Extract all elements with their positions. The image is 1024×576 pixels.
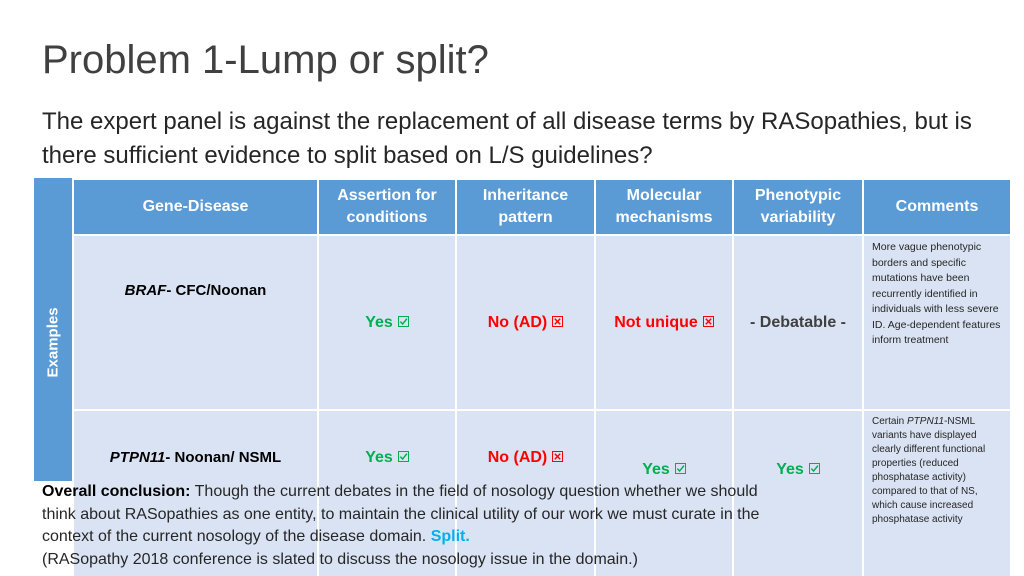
conclusion-tail: (RASopathy 2018 conference is slated to …	[42, 551, 638, 568]
molecular-value: Not unique	[614, 314, 698, 331]
comment-text: More vague phenotypic borders and specif…	[872, 241, 1000, 346]
inheritance-value: No (AD)	[488, 449, 548, 466]
disease-name: - Noonan/ NSML	[165, 449, 281, 466]
cell-gene-disease: BRAF- CFC/Noonan	[73, 235, 318, 410]
table-row: BRAF- CFC/Noonan Yes No (AD) Not unique …	[73, 235, 1011, 410]
cell-phenotypic: - Debatable -	[733, 235, 863, 410]
phenotypic-value: - Debatable -	[750, 314, 846, 331]
subtitle: The expert panel is against the replacem…	[42, 105, 1002, 173]
checked-box-icon	[398, 316, 409, 327]
header-assertion: Assertion for conditions	[318, 179, 456, 235]
checked-box-icon	[398, 451, 409, 462]
x-box-icon	[552, 316, 563, 327]
checked-box-icon	[809, 463, 820, 474]
checked-box-icon	[675, 463, 686, 474]
page-title: Problem 1-Lump or split?	[42, 38, 489, 82]
header-gene-disease: Gene-Disease	[73, 179, 318, 235]
cell-comment: More vague phenotypic borders and specif…	[863, 235, 1011, 410]
table-header-row: Gene-Disease Assertion for conditions In…	[73, 179, 1011, 235]
assertion-value: Yes	[365, 314, 393, 331]
gene-name: BRAF	[125, 282, 167, 299]
cell-comment: Certain PTPN11-NSML variants have displa…	[863, 410, 1011, 576]
inheritance-value: No (AD)	[488, 314, 548, 331]
cell-assertion: Yes	[318, 235, 456, 410]
comment-gene: PTPN11	[907, 416, 944, 427]
header-inheritance: Inheritance pattern	[456, 179, 595, 235]
comment-text: -NSML variants have displayed clearly di…	[872, 416, 985, 525]
assertion-value: Yes	[365, 449, 393, 466]
slide: Problem 1-Lump or split? The expert pane…	[0, 0, 1024, 576]
gene-name: PTPN11	[110, 449, 166, 466]
header-phenotypic: Phenotypic variability	[733, 179, 863, 235]
x-box-icon	[703, 316, 714, 327]
x-box-icon	[552, 451, 563, 462]
conclusion-lead: Overall conclusion:	[42, 483, 190, 500]
overall-conclusion: Overall conclusion: Though the current d…	[42, 481, 762, 571]
cell-molecular: Not unique	[595, 235, 733, 410]
comment-prefix: Certain	[872, 416, 907, 427]
molecular-value: Yes	[642, 461, 670, 478]
cell-inheritance: No (AD)	[456, 235, 595, 410]
conclusion-split: Split.	[431, 528, 470, 545]
header-comments: Comments	[863, 179, 1011, 235]
disease-name: - CFC/Noonan	[166, 282, 266, 299]
phenotypic-value: Yes	[776, 461, 804, 478]
examples-label: Examples	[45, 348, 62, 378]
header-molecular: Molecular mechanisms	[595, 179, 733, 235]
